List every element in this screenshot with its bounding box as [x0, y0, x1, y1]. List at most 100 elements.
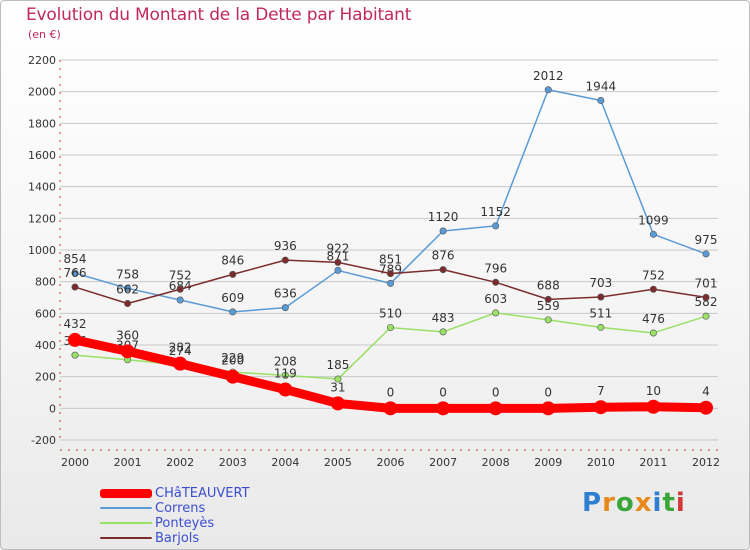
- data-label: 752: [642, 268, 665, 282]
- y-tick-label: 1000: [28, 244, 56, 257]
- data-point: [334, 375, 342, 383]
- proxiti-logo: Proxiti: [582, 488, 686, 518]
- y-tick-label: 1800: [28, 117, 56, 130]
- data-point: [173, 356, 188, 371]
- y-tick-label: 800: [35, 276, 56, 289]
- x-tick-label: 2002: [166, 456, 194, 469]
- data-point: [229, 308, 237, 316]
- data-point: [71, 283, 79, 291]
- data-label: 851: [379, 253, 402, 267]
- logo-letter: x: [634, 488, 653, 518]
- data-label: 1944: [586, 80, 617, 94]
- data-label: 636: [274, 287, 297, 301]
- y-tick-label: 1200: [28, 212, 56, 225]
- legend-swatch: [100, 537, 152, 539]
- x-tick-label: 2006: [377, 456, 405, 469]
- data-label: 1099: [638, 213, 669, 227]
- data-point: [597, 97, 605, 105]
- data-point: [176, 296, 184, 304]
- legend-label: CHâTEAUVERT: [155, 485, 250, 501]
- data-label: 511: [589, 306, 612, 320]
- y-tick-label: 0: [49, 402, 56, 415]
- data-point: [492, 222, 500, 230]
- data-label: 185: [326, 358, 349, 372]
- data-point: [225, 369, 240, 384]
- data-point: [71, 351, 79, 359]
- data-point: [541, 401, 556, 416]
- y-tick-label: 1400: [28, 181, 56, 194]
- data-label: 871: [326, 249, 349, 263]
- data-label: 0: [439, 385, 447, 399]
- x-tick-label: 2008: [482, 456, 510, 469]
- data-label: 282: [169, 341, 192, 355]
- data-label: 922: [326, 241, 349, 255]
- data-label: 766: [64, 266, 87, 280]
- data-point: [593, 400, 608, 415]
- data-point: [488, 401, 503, 416]
- data-point: [544, 86, 552, 94]
- data-label: 1120: [428, 210, 459, 224]
- logo-letter: o: [615, 488, 635, 518]
- logo-letter: r: [602, 488, 616, 518]
- data-label: 854: [64, 252, 87, 266]
- data-point: [386, 279, 394, 287]
- data-label: 1152: [480, 205, 511, 219]
- legend-label: Barjols: [155, 530, 200, 546]
- legend-item: CHâTEAUVERT: [100, 485, 250, 501]
- data-point: [649, 329, 657, 337]
- data-label: 582: [695, 295, 718, 309]
- x-tick-label: 2003: [219, 456, 247, 469]
- data-label: 2012: [533, 69, 564, 83]
- data-point: [386, 270, 394, 278]
- data-label: 229: [221, 351, 244, 365]
- x-tick-label: 2012: [692, 456, 720, 469]
- data-point: [436, 401, 451, 416]
- data-label: 559: [537, 299, 560, 313]
- logo-letter: i: [652, 488, 663, 518]
- data-label: 701: [695, 276, 718, 290]
- data-point: [492, 309, 500, 317]
- data-point: [334, 258, 342, 266]
- data-point: [120, 344, 135, 359]
- data-point: [646, 399, 661, 414]
- data-point: [439, 328, 447, 336]
- data-point: [71, 269, 79, 277]
- data-label: 703: [589, 276, 612, 290]
- y-tick-label: 600: [35, 307, 56, 320]
- y-tick-label: 1600: [28, 149, 56, 162]
- x-tick-label: 2010: [587, 456, 615, 469]
- legend-swatch: [100, 522, 152, 524]
- data-point: [439, 227, 447, 235]
- data-point: [702, 250, 710, 258]
- y-tick-label: 2200: [28, 54, 56, 67]
- data-point: [281, 371, 289, 379]
- data-label: 360: [116, 328, 139, 342]
- data-label: 876: [432, 249, 455, 263]
- data-point: [597, 293, 605, 301]
- data-point: [702, 312, 710, 320]
- data-label: 662: [116, 283, 139, 297]
- data-point: [278, 382, 293, 397]
- x-tick-label: 2007: [429, 456, 457, 469]
- data-point: [649, 285, 657, 293]
- x-tick-label: 2005: [324, 456, 352, 469]
- data-point: [281, 256, 289, 264]
- data-label: 0: [492, 385, 500, 399]
- data-label: 510: [379, 307, 402, 321]
- data-label: 7: [597, 384, 605, 398]
- chart-title: Evolution du Montant de la Dette par Hab…: [26, 5, 412, 25]
- logo-letter: P: [582, 488, 603, 518]
- data-label: 31: [330, 380, 345, 394]
- data-point: [492, 278, 500, 286]
- x-tick-label: 2004: [271, 456, 299, 469]
- legend-label: Ponteyès: [155, 515, 215, 531]
- data-label: 208: [274, 354, 297, 368]
- data-label: 274: [169, 344, 192, 358]
- data-point: [544, 316, 552, 324]
- legend-item: Correns: [100, 501, 205, 516]
- x-tick-label: 2009: [534, 456, 562, 469]
- x-tick-label: 2011: [639, 456, 667, 469]
- logo-letter: i: [675, 488, 686, 518]
- y-tick-label: 200: [35, 371, 56, 384]
